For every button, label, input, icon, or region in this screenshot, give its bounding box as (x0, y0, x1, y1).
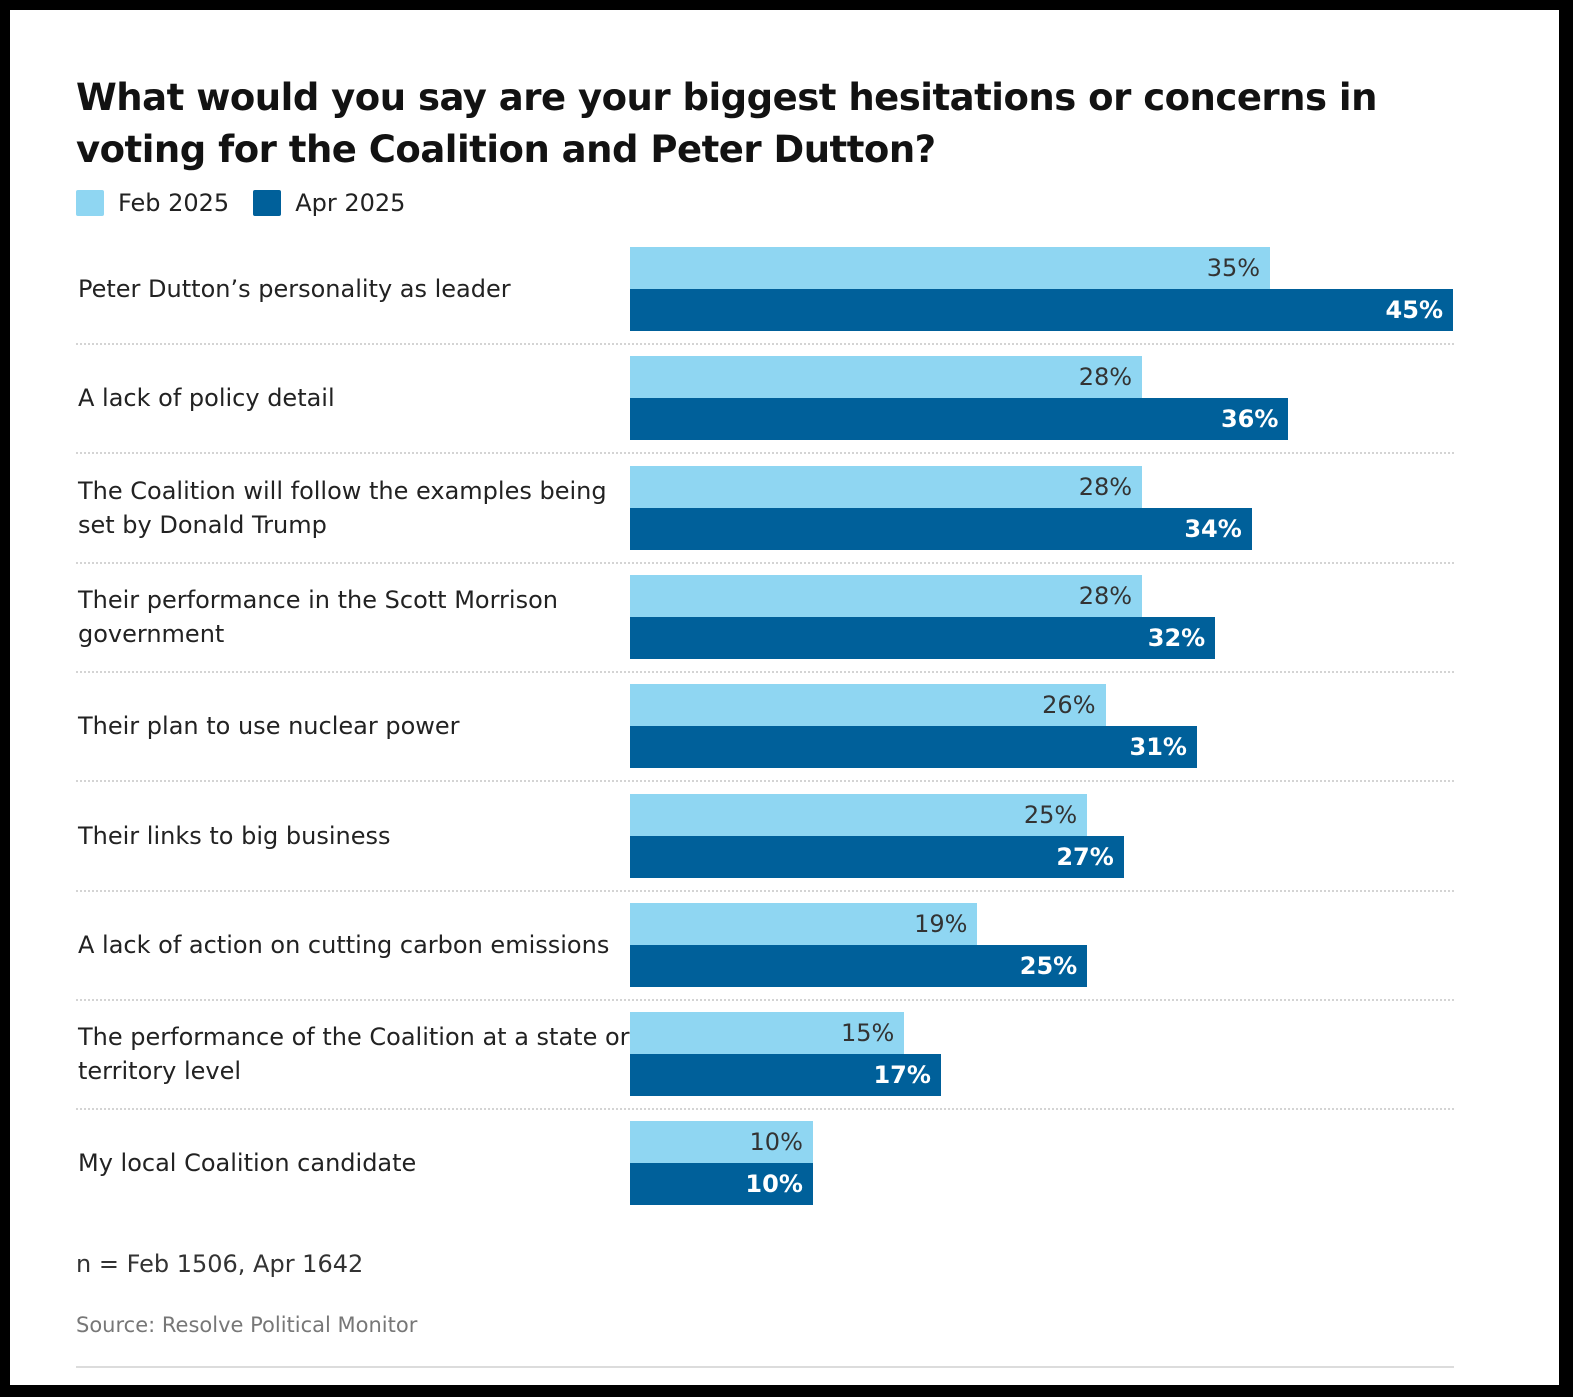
bar-apr (630, 726, 1197, 769)
bar-apr (630, 507, 1252, 550)
bar-value-label-feb: 19% (914, 909, 968, 938)
legend-swatch-feb (76, 190, 104, 216)
bar-feb (630, 247, 1271, 289)
bar-feb (630, 356, 1143, 399)
row-separator (76, 343, 1454, 345)
bar-value-label-apr: 27% (1056, 842, 1114, 871)
legend-label-apr: Apr 2025 (295, 189, 406, 217)
legend-item-feb: Feb 2025 (76, 189, 229, 217)
bar-value-label-apr: 36% (1220, 405, 1279, 434)
category-label: My local Coalition candidate (78, 1149, 417, 1178)
row-separator (76, 1108, 1454, 1111)
bar-apr (630, 944, 1088, 987)
legend: Feb 2025 Apr 2025 (76, 186, 429, 220)
bar-apr (630, 398, 1289, 441)
chart-title: What would you say are your biggest hesi… (76, 76, 1377, 171)
chart-card: What would you say are your biggest hesi… (10, 10, 1559, 1385)
row-separator (76, 670, 1454, 673)
bar-value-label-apr: 25% (1019, 951, 1078, 980)
category-label: Their links to big business (78, 821, 391, 850)
bar-feb (630, 465, 1143, 508)
bar-apr (630, 1054, 941, 1097)
bar-value-label-feb: 28% (1078, 472, 1133, 501)
category-label: Their performance in the Scott Morrison … (78, 585, 558, 648)
bar-feb (630, 793, 1088, 836)
bar-value-label-apr: 45% (1385, 296, 1443, 324)
bar-apr (630, 1163, 813, 1206)
bar-apr (630, 616, 1216, 659)
row-separator (76, 889, 1454, 892)
bar-value-label-feb: 25% (1023, 800, 1078, 829)
bar-value-label-feb: 28% (1078, 581, 1133, 610)
bar-value-label-feb: 35% (1206, 254, 1261, 282)
bar-feb (630, 684, 1106, 727)
source-note: Source: Resolve Political Monitor (76, 1313, 418, 1337)
plot-area: Peter Dutton’s personality as leader 35% 4… (10, 10, 1559, 1385)
bar-value-label-apr: 34% (1184, 514, 1242, 543)
category-label: A lack of action on cutting carbon emiss… (78, 930, 610, 959)
sample-size-note: n = Feb 1506, Apr 1642 (76, 1250, 364, 1278)
bottom-divider (76, 1366, 1454, 1368)
row-separator (76, 780, 1454, 783)
bar-feb (630, 574, 1143, 617)
bar-value-label-feb: 28% (1078, 363, 1133, 392)
bar-value-label-apr: 17% (873, 1061, 931, 1090)
bar-feb (630, 1012, 905, 1055)
bar-value-label-apr: 31% (1129, 733, 1187, 762)
bar-value-label-feb: 26% (1042, 691, 1096, 720)
bar-feb (630, 1121, 813, 1164)
category-label: A lack of policy detail (78, 384, 335, 413)
category-label: The Coalition will follow the examples b… (78, 476, 607, 539)
legend-swatch-apr (253, 190, 282, 216)
category-label: Their plan to use nuclear power (78, 712, 460, 741)
legend-label-feb: Feb 2025 (118, 189, 230, 217)
bar-feb (630, 902, 978, 945)
row-separator (76, 452, 1454, 455)
category-label: Peter Dutton’s personality as leader (78, 275, 511, 303)
bar-value-label-apr: 10% (745, 1170, 803, 1199)
bar-apr (630, 289, 1453, 331)
row-separator (76, 998, 1454, 1001)
category-label: The performance of the Coalition at a st… (78, 1023, 630, 1086)
bar-apr (630, 835, 1124, 878)
bar-value-label-feb: 10% (749, 1128, 803, 1157)
row-separator (76, 561, 1454, 564)
bar-value-label-feb: 15% (840, 1019, 895, 1048)
bar-value-label-apr: 32% (1147, 623, 1206, 652)
legend-item-apr: Apr 2025 (253, 189, 405, 217)
